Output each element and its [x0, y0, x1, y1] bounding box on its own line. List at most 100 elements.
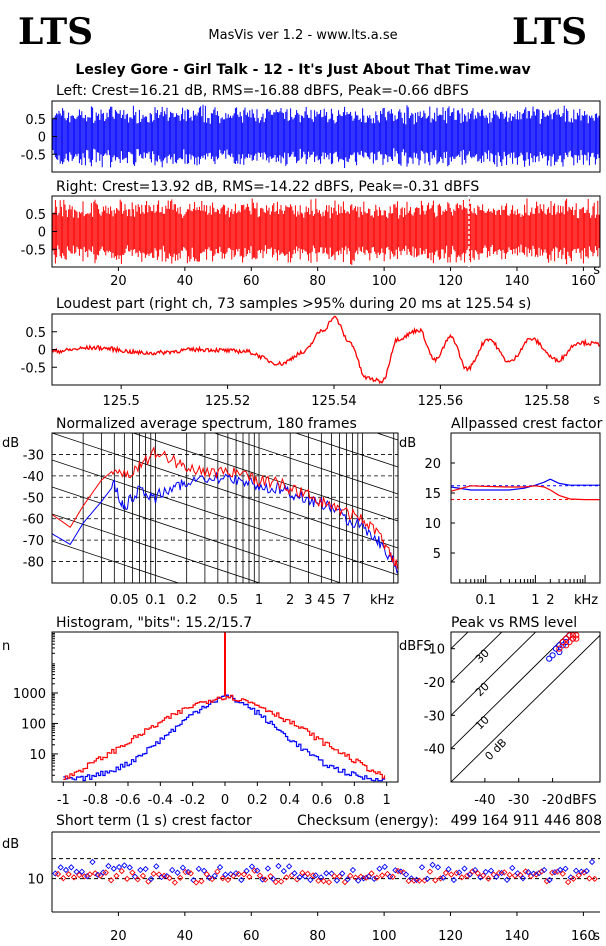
- crest-ytick: 20: [424, 457, 441, 472]
- short-crest-xtick: 140: [505, 929, 530, 944]
- right-waveform-xtick: 140: [505, 274, 530, 289]
- right-waveform-title: Right: Crest=13.92 dB, RMS=-14.22 dBFS, …: [56, 179, 479, 195]
- short-crest-point-left: [174, 869, 181, 876]
- short-crest-point-right: [538, 868, 545, 875]
- short-crest-point-right: [533, 871, 540, 878]
- short-crest-point-left: [588, 858, 596, 866]
- short-crest-point-right: [331, 872, 338, 880]
- histogram-xtick: 0.2: [247, 793, 268, 808]
- crest-xtick: 2: [546, 593, 554, 608]
- short-crest-point-left: [471, 866, 479, 874]
- peak-rms-point-left: [556, 648, 563, 656]
- peak-rms-frame: [450, 631, 601, 783]
- crest-x-unit: kHz: [574, 593, 598, 608]
- short-crest-point-right: [182, 868, 189, 876]
- short-crest-point-left: [456, 869, 463, 876]
- short-crest-point-left: [275, 862, 282, 870]
- short-crest-point-right: [97, 872, 104, 879]
- peak-rms-point-left: [556, 642, 563, 649]
- short-crest-point-left: [493, 873, 500, 881]
- short-crest-point-right: [177, 874, 184, 881]
- short-crest-point-left: [519, 875, 527, 882]
- short-crest-point-right: [506, 871, 513, 878]
- short-crest-point-right: [70, 874, 78, 881]
- short-crest-point-right: [426, 868, 434, 875]
- spectrum-slope-line: [52, 540, 180, 583]
- spectrum-ytick: -50: [23, 491, 44, 506]
- spectrum-grid: [52, 433, 398, 583]
- spectrum-slope-line: [52, 459, 398, 576]
- histogram-title: Histogram, "bits": 15.2/15.7: [56, 615, 252, 631]
- short-crest-point-left: [530, 870, 537, 877]
- left-waveform-title: Left: Crest=16.21 dB, RMS=-16.88 dBFS, P…: [56, 83, 469, 99]
- spectrum-ytick: -80: [23, 556, 44, 571]
- short-crest-point-left: [312, 872, 319, 879]
- histogram-xtick: 0.6: [312, 793, 333, 808]
- spectrum-xtick: 0.05: [110, 593, 139, 608]
- short-crest-point-left: [429, 861, 436, 868]
- short-crest-point-right: [357, 873, 365, 880]
- spectrum-slope-line: [52, 513, 261, 583]
- short-crest-point-left: [541, 866, 548, 874]
- peak-rms-point-left: [549, 652, 556, 659]
- loudest-part-ytick: 0: [38, 344, 46, 359]
- right-waveform-xtick: 80: [309, 274, 326, 289]
- short-crest-point-left: [567, 874, 574, 881]
- short-crest-point-right: [479, 872, 487, 879]
- peak-rms-point-right: [559, 638, 566, 646]
- short-crest-xtick: 20: [110, 929, 127, 944]
- peak-rms-xtick: -40: [474, 793, 495, 808]
- short-crest-point-right: [442, 869, 450, 877]
- crest-ytick: 10: [424, 517, 441, 532]
- peak-rms-diagonal: [451, 632, 537, 716]
- short-crest-point-left: [137, 866, 144, 874]
- short-crest-point-right: [448, 871, 455, 878]
- peak-rms-diagonal: [451, 634, 600, 782]
- left-waveform-trace: [52, 104, 600, 168]
- short-crest-point-left: [498, 869, 505, 877]
- short-crest-point-right: [575, 872, 582, 879]
- short-crest-point-left: [450, 876, 458, 884]
- short-crest-xtick: 160: [571, 929, 596, 944]
- short-crest-point-right: [278, 878, 285, 885]
- short-crest-point-left: [179, 864, 186, 871]
- short-crest-point-left: [328, 870, 335, 877]
- short-crest-point-right: [304, 870, 311, 877]
- loudest-part-xtick: 125.56: [418, 394, 464, 409]
- short-crest-xtick: 100: [372, 929, 397, 944]
- short-crest-point-left: [291, 870, 298, 877]
- histogram-xtick: -0.6: [115, 793, 140, 808]
- short-crest-point-right: [86, 871, 93, 878]
- right-waveform-x-unit: s: [593, 263, 600, 278]
- short-crest-point-left: [360, 875, 367, 882]
- short-crest-point-left: [142, 865, 149, 873]
- short-crest-point-right: [107, 877, 115, 884]
- short-crest-point-left: [344, 876, 351, 883]
- short-crest-point-left: [158, 873, 165, 881]
- right-waveform-ytick: 0.5: [25, 208, 46, 223]
- short-crest-point-right: [123, 875, 131, 882]
- short-crest-xtick: 60: [243, 929, 260, 944]
- short-crest-point-left: [381, 863, 388, 870]
- short-crest-point-right: [315, 877, 322, 884]
- version-text: MasVis ver 1.2 - www.lts.a.se: [208, 28, 397, 43]
- spectrum-series-left: [52, 471, 398, 574]
- short-crest-point-left: [514, 870, 521, 877]
- histogram-ylabel: n: [2, 639, 10, 654]
- short-crest-point-right: [299, 869, 306, 876]
- peak-rms-point-right: [556, 645, 563, 652]
- spectrum-slope-line: [294, 433, 398, 468]
- short-crest-point-left: [339, 870, 346, 877]
- short-crest-point-left: [89, 858, 96, 866]
- right-waveform-frame: [51, 195, 601, 268]
- loudest-part-xtick: 125.52: [205, 394, 251, 409]
- spectrum-xtick: 4: [317, 593, 325, 608]
- short-crest-point-right: [187, 870, 194, 877]
- short-crest-point-right: [373, 874, 380, 881]
- short-crest-point-left: [169, 866, 176, 874]
- short-crest-point-right: [453, 869, 460, 877]
- short-crest-point-right: [352, 874, 359, 881]
- peak-rms-point-right: [573, 635, 580, 642]
- track-title: Lesley Gore - Girl Talk - 12 - It's Just…: [75, 62, 530, 78]
- peak-rms-xtick: -30: [508, 793, 529, 808]
